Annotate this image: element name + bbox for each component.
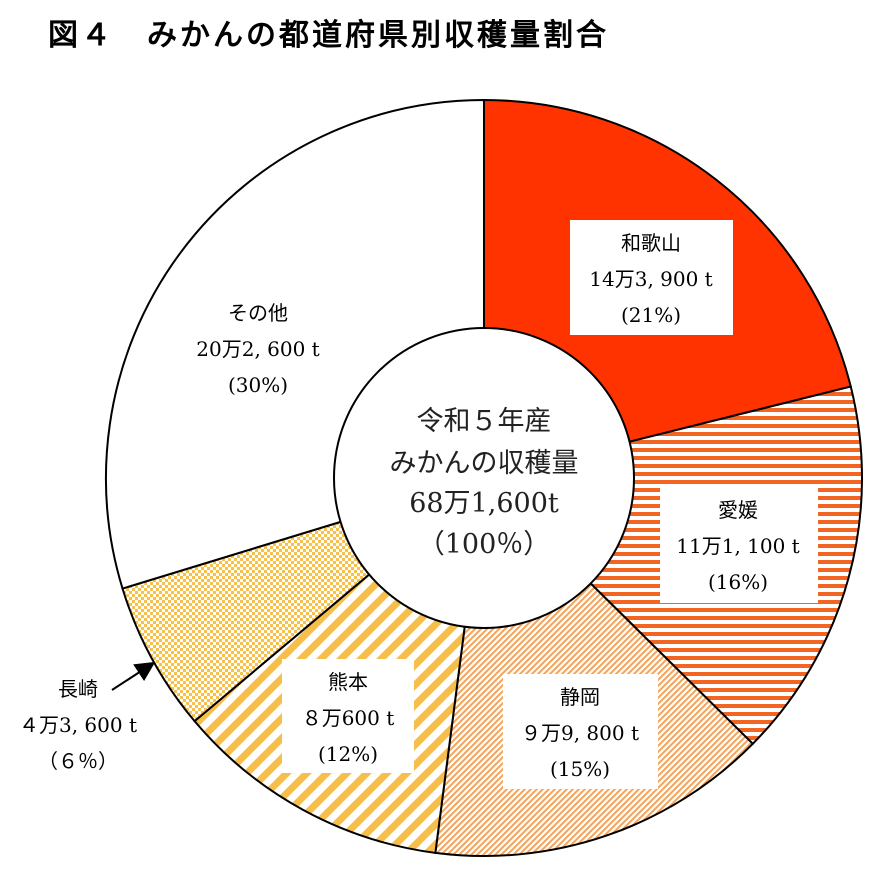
data-label-name: その他 <box>228 301 288 325</box>
page-title: 図４ みかんの都道府県別収穫量割合 <box>48 18 609 53</box>
slice-label-nagasaki: 長崎 ４万3, 600 t （６％） <box>19 661 156 773</box>
data-label-pct: (30%) <box>228 373 288 397</box>
label-box-shizuoka <box>503 674 658 789</box>
data-label-name: 和歌山 <box>621 231 681 255</box>
data-label-amount: 11万1, 100 t <box>676 534 799 558</box>
data-label-amount: 20万2, 600 t <box>196 337 319 361</box>
slice-label-kumamoto: 熊本 ８万600 t (12%) <box>282 659 414 773</box>
data-label-amount: ８万600 t <box>302 706 395 730</box>
data-label-name: 長崎 <box>58 677 98 701</box>
center-label-line-1: 令和５年産 <box>417 406 552 437</box>
data-label-pct: (21%) <box>621 303 681 327</box>
label-box-wakayama <box>570 220 733 335</box>
data-label-pct: (12%) <box>318 742 378 766</box>
slice-label-sonota: その他 20万2, 600 t (30%) <box>196 301 319 397</box>
data-label-pct: (16%) <box>708 570 768 594</box>
data-label-amount: 14万3, 900 t <box>589 267 712 291</box>
data-label-pct: （６％） <box>38 749 118 773</box>
data-label-amount: ４万3, 600 t <box>19 713 137 737</box>
slice-label-ehime: 愛媛 11万1, 100 t (16%) <box>660 487 818 603</box>
data-label-name: 熊本 <box>328 670 368 694</box>
data-label-name: 愛媛 <box>718 498 758 522</box>
center-label-line-2: みかんの収穫量 <box>390 448 579 479</box>
center-label: 令和５年産 みかんの収穫量 68万1,600t （100％） <box>390 406 579 560</box>
slice-label-shizuoka: 静岡 ９万9, 800 t (15%) <box>503 674 658 789</box>
center-label-line-4: （100％） <box>418 529 551 560</box>
nagasaki-arrow <box>111 661 156 691</box>
label-box-ehime <box>660 487 818 603</box>
data-label-name: 静岡 <box>560 685 600 709</box>
data-label-pct: (15%) <box>550 757 610 781</box>
slice-label-wakayama: 和歌山 14万3, 900 t (21%) <box>570 220 733 335</box>
center-hole <box>333 327 635 629</box>
data-label-amount: ９万9, 800 t <box>521 721 639 745</box>
label-box-kumamoto <box>282 659 414 773</box>
center-label-line-3: 68万1,600t <box>409 488 559 519</box>
